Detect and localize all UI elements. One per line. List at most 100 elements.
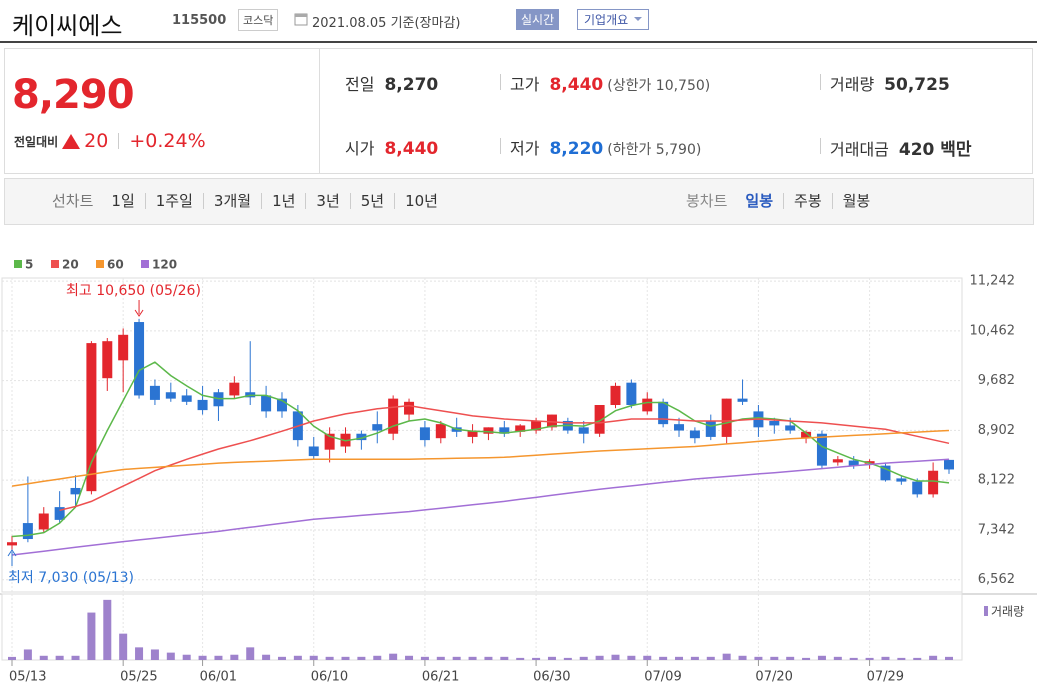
- company-info-label: 기업개요: [584, 13, 629, 27]
- stat: 고가 8,440 (상한가 10,750): [510, 71, 710, 95]
- menu-item[interactable]: 3개월: [202, 192, 261, 209]
- annotation-arrowhead: [7, 549, 17, 557]
- volume-bar: [802, 657, 811, 660]
- candle-body: [54, 507, 65, 520]
- stat-label: 전일: [345, 75, 375, 94]
- candle-body: [674, 424, 685, 431]
- company-info-button[interactable]: 기업개요: [577, 9, 650, 30]
- header-rule: [0, 41, 1037, 43]
- volume-bar: [532, 657, 541, 660]
- candle-body: [292, 411, 303, 441]
- volume-bar: [420, 656, 429, 660]
- volume-bar: [627, 655, 636, 660]
- stat-value: 50,725: [884, 75, 950, 95]
- menu-item[interactable]: 5년: [349, 192, 394, 209]
- realtime-button[interactable]: 실시간: [516, 9, 560, 30]
- volume-bar: [198, 655, 207, 660]
- candle-body: [70, 487, 81, 495]
- candle-body: [499, 427, 510, 434]
- candle-body: [801, 431, 812, 439]
- menu-item[interactable]: 주봉: [783, 192, 832, 209]
- menu-item[interactable]: 일봉: [745, 191, 774, 210]
- divider: [820, 138, 821, 154]
- volume-bar: [643, 655, 652, 660]
- annotation-arrowhead: [134, 309, 144, 317]
- x-tick-label: 05/13: [9, 670, 46, 685]
- divider: [500, 138, 501, 154]
- volume-bar: [675, 656, 684, 660]
- candle-body: [451, 427, 462, 432]
- menu-item[interactable]: 3년: [305, 192, 349, 209]
- stat-value: 420 백만: [898, 140, 972, 160]
- y-tick-label: 8,122: [978, 473, 1015, 488]
- volume-bar: [436, 656, 445, 660]
- legend-swatch: [96, 260, 104, 268]
- menu-item[interactable]: 1일: [111, 191, 135, 210]
- volume-bar: [659, 656, 668, 660]
- volume-bar: [563, 657, 572, 660]
- candle-body: [118, 334, 129, 361]
- volume-bar: [325, 656, 334, 660]
- candle-body: [546, 414, 557, 428]
- stat-value: 8,440: [384, 139, 439, 159]
- candle-body: [737, 398, 748, 402]
- annotation: 최고 10,650 (05/26): [66, 283, 201, 299]
- change-value: 20: [84, 130, 109, 152]
- x-tick-label: 05/25: [120, 670, 157, 685]
- volume-bar: [881, 656, 890, 660]
- menu-item[interactable]: 1주일: [144, 192, 203, 209]
- legend-label: 20: [62, 258, 79, 272]
- menu-item[interactable]: 10년: [394, 192, 448, 209]
- candle-body: [705, 420, 716, 437]
- volume-bar: [39, 655, 48, 660]
- volume-bar: [55, 655, 64, 660]
- candle-body: [7, 542, 17, 546]
- volume-bar: [817, 655, 826, 660]
- candle-body: [324, 433, 335, 450]
- candle-body: [388, 398, 399, 434]
- volume-bar: [500, 656, 509, 660]
- candle-body: [308, 446, 319, 457]
- y-tick-label: 8,902: [978, 423, 1015, 438]
- legend-label: 60: [107, 258, 124, 272]
- current-price: 8,290: [12, 72, 135, 118]
- volume-bar: [341, 656, 350, 660]
- candle-body: [578, 427, 589, 434]
- volume-bar: [516, 657, 525, 660]
- stat-value: 8,440: [549, 75, 604, 95]
- candle-body: [832, 459, 843, 463]
- volume-bar: [865, 657, 874, 660]
- stat: 저가 8,220 (하한가 5,790): [510, 135, 701, 159]
- candle-body: [134, 322, 145, 396]
- volume-bar: [389, 653, 398, 660]
- x-tick-label: 07/29: [867, 670, 904, 685]
- candle-body: [689, 430, 700, 439]
- y-tick-label: 7,342: [978, 522, 1015, 537]
- volume-label: 거래량: [991, 605, 1024, 619]
- stat-label: 시가: [345, 139, 375, 158]
- menu-item[interactable]: 월봉: [831, 192, 881, 209]
- divider: [118, 133, 120, 149]
- change-row: 전일대비 20 +0.24%: [14, 130, 206, 152]
- volume-bar: [611, 654, 620, 660]
- candle-body: [944, 459, 954, 470]
- stats-box: [318, 48, 1033, 174]
- change-label: 전일대비: [14, 134, 59, 149]
- candle-chart-menu: 봉차트 일봉 주봉 월봉: [686, 190, 880, 211]
- candle-body: [86, 343, 97, 492]
- y-tick-label: 6,562: [978, 572, 1015, 587]
- candle-body: [626, 382, 637, 406]
- volume-bar: [484, 656, 493, 660]
- menu-item[interactable]: 1년: [261, 192, 305, 209]
- candle-body: [467, 430, 478, 437]
- candle-body: [896, 478, 907, 482]
- stat-label: 고가: [510, 75, 540, 94]
- price-panel: [1, 277, 963, 593]
- candle-body: [515, 425, 526, 432]
- volume-bar: [833, 656, 842, 660]
- volume-bar: [166, 652, 175, 660]
- candle-body: [880, 465, 891, 481]
- stat-label: 저가: [510, 139, 540, 158]
- stat-label: 거래대금: [830, 140, 889, 159]
- volume-bar: [706, 656, 715, 660]
